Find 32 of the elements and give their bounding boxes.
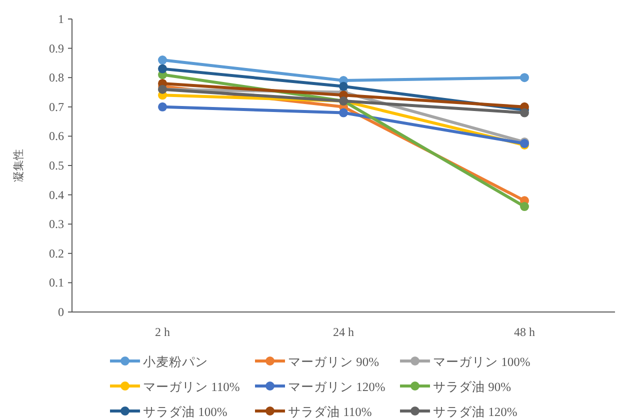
legend-label: サラダ油 100%	[143, 405, 228, 419]
x-tick-label: 48 h	[514, 325, 535, 339]
x-tick-label: 2 h	[155, 325, 170, 339]
y-tick-label: 0.4	[49, 188, 64, 202]
legend-label: 小麦粉パン	[143, 355, 208, 369]
point	[520, 202, 529, 212]
y-tick-label: 0.5	[49, 158, 64, 172]
point	[339, 82, 348, 91]
point	[158, 56, 167, 65]
y-tick-label: 0.8	[49, 70, 64, 85]
point	[339, 108, 348, 118]
y-tick-label: 0.1	[49, 276, 64, 290]
y-tick-label: 0.7	[49, 100, 64, 114]
y-tick-label: 0.6	[49, 129, 64, 144]
x-tick-label: 24 h	[333, 325, 354, 339]
y-tick-label: 0	[58, 305, 64, 319]
point	[520, 108, 529, 118]
legend-label: マーガリン 110%	[143, 380, 240, 394]
legend-label: サラダ油 110%	[288, 405, 372, 419]
point	[158, 64, 167, 74]
y-tick-label: 0.2	[49, 246, 64, 260]
y-tick-label: 0.9	[49, 41, 64, 56]
legend-label: サラダ油 90%	[433, 380, 512, 394]
point	[520, 73, 529, 82]
legend-label: サラダ油 120%	[433, 405, 518, 419]
y-tick-label: 0.3	[49, 217, 64, 232]
legend-label: マーガリン 120%	[288, 380, 386, 394]
legend-label: マーガリン 100%	[433, 355, 530, 369]
point	[158, 102, 167, 112]
legend-label: マーガリン 90%	[288, 355, 380, 369]
y-axis-title: 凝集性	[13, 149, 25, 182]
y-tick-label: 1	[58, 12, 64, 26]
